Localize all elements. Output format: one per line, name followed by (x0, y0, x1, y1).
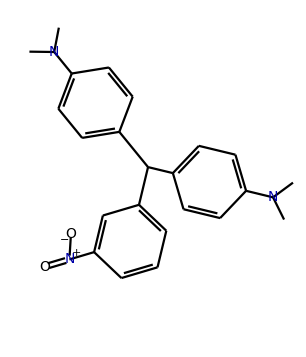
Text: O: O (65, 227, 76, 241)
Text: +: + (72, 248, 81, 258)
Text: O: O (39, 260, 50, 274)
Text: N: N (268, 190, 278, 204)
Text: −: − (59, 235, 69, 245)
Text: N: N (49, 45, 59, 59)
Text: N: N (64, 252, 75, 266)
